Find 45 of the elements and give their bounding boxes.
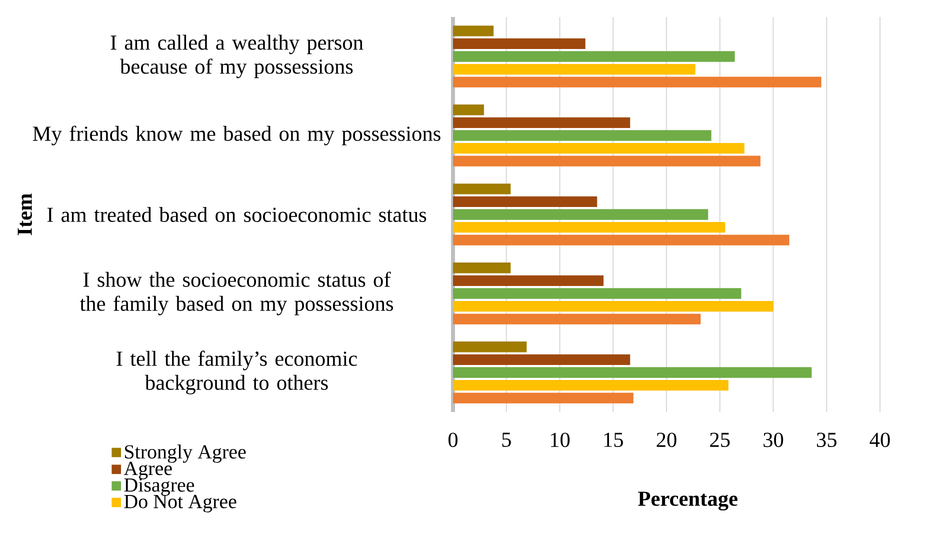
- y-tick-label: I am called a wealthy person because of my possessions: [110, 34, 364, 78]
- y-tick-label: My friends know me based on my possessions: [32, 126, 440, 146]
- bar: [453, 156, 760, 166]
- bar: [453, 367, 812, 378]
- bar: [453, 26, 494, 36]
- bar: [453, 380, 728, 391]
- bar: [453, 38, 586, 50]
- legend-label: Disagree: [124, 478, 194, 496]
- bar: [453, 130, 712, 141]
- bar: [453, 275, 604, 286]
- x-tick-label: 20: [656, 432, 676, 448]
- x-tick-label: 10: [550, 432, 570, 448]
- x-tick-label: 35: [816, 432, 836, 448]
- bar: [453, 117, 630, 128]
- bar: [453, 76, 822, 88]
- bar: [453, 342, 527, 352]
- bar: [453, 314, 701, 324]
- bar: [453, 104, 484, 116]
- bar: [453, 209, 708, 220]
- x-tick-label: 30: [764, 432, 784, 448]
- y-axis-title: Item: [18, 194, 32, 236]
- bar: [453, 392, 634, 404]
- bar: [453, 196, 598, 208]
- bar: [453, 300, 774, 312]
- bar: [453, 354, 630, 366]
- x-tick-label: 5: [502, 432, 511, 447]
- bar: [453, 64, 696, 75]
- legend-label: Strongly Agree: [125, 444, 246, 463]
- legend-label: Agree: [124, 462, 172, 480]
- legend-label: Do Not Agree: [124, 494, 236, 512]
- bar: [453, 262, 511, 274]
- y-tick-label: I tell the family’s economic background to others: [116, 350, 357, 394]
- x-tick-label: 0: [448, 432, 458, 448]
- bar: [453, 222, 726, 233]
- x-tick-label: 15: [604, 432, 623, 447]
- bar: [453, 184, 511, 194]
- bar: [453, 234, 790, 246]
- y-tick-label: I show the socioeconomic status of the family based on my possessions: [80, 272, 393, 316]
- bar: [453, 288, 742, 299]
- bar: [453, 142, 744, 154]
- x-tick-label: 40: [870, 432, 890, 448]
- bar: [453, 51, 735, 62]
- x-tick-label: 25: [710, 432, 730, 448]
- y-tick-label: I am treated based on socioeconomic status: [47, 206, 426, 222]
- x-axis-title: Percentage: [638, 492, 738, 510]
